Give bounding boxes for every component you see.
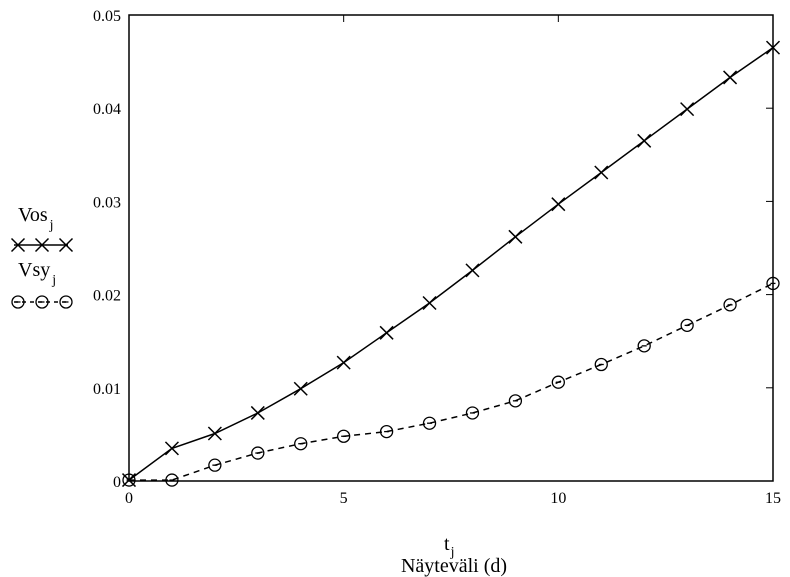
y-tick-label: 0.04 xyxy=(93,101,121,118)
legend-marker xyxy=(11,295,25,309)
data-point-vsy xyxy=(723,298,737,312)
legend-label-vos: Vos j xyxy=(18,204,54,233)
x-tick-label: 10 xyxy=(550,490,566,507)
data-point-vos xyxy=(422,295,437,311)
series-line-vsy xyxy=(129,282,774,481)
x-tick-label: 0 xyxy=(125,490,133,507)
x-tick-label: 5 xyxy=(340,490,348,507)
data-point-vsy xyxy=(337,429,351,443)
legend-sample-vsy xyxy=(11,295,73,309)
legend-sample-vos xyxy=(10,237,74,253)
data-point-vos xyxy=(379,325,394,340)
y-tick-label: 0.02 xyxy=(93,288,121,305)
y-axis-ticks: 0 0.01 0.02 0.03 0.04 0.05 xyxy=(93,8,773,491)
data-point-vos xyxy=(293,381,308,396)
data-point-vos xyxy=(508,229,523,244)
series-line-vos xyxy=(128,46,774,481)
y-tick-label: 0.01 xyxy=(93,381,121,398)
data-point-vos xyxy=(465,263,480,278)
data-point-vsy xyxy=(594,357,608,372)
legend-marker xyxy=(58,237,74,253)
data-point-vsy xyxy=(208,458,222,472)
data-point-vsy xyxy=(165,473,179,487)
y-tick-label: 0.05 xyxy=(93,8,121,25)
data-point-vos xyxy=(680,102,695,117)
data-point-vos xyxy=(765,40,781,55)
data-point-vos xyxy=(336,355,351,370)
x-tick-label: 15 xyxy=(765,490,781,507)
data-point-vos xyxy=(207,426,222,441)
data-point-vsy xyxy=(551,375,565,389)
legend-marker xyxy=(35,295,49,309)
legend-marker xyxy=(59,295,73,309)
data-point-vos xyxy=(723,70,738,85)
data-point-vos xyxy=(164,441,179,456)
x-axis-caption: Näyteväli (d) xyxy=(401,555,507,577)
y-tick-label: 0 xyxy=(113,474,121,491)
data-point-vos xyxy=(594,165,609,180)
data-point-vsy xyxy=(122,473,136,487)
data-point-vsy xyxy=(465,406,480,420)
data-point-vsy xyxy=(251,446,265,460)
legend-marker xyxy=(10,237,26,253)
legend-marker xyxy=(34,237,50,253)
y-tick-label: 0.03 xyxy=(93,194,121,211)
data-point-vsy xyxy=(294,437,308,451)
x-axis-ticks: 0 5 10 15 xyxy=(125,15,781,507)
data-point-vsy xyxy=(379,424,394,439)
data-point-vos xyxy=(551,197,566,212)
data-point-vsy xyxy=(766,276,780,291)
data-point-vos xyxy=(637,133,652,148)
legend: Vos j Vsy j xyxy=(10,204,74,309)
legend-label-vsy: Vsy j xyxy=(18,259,56,288)
x-axis-label: tj xyxy=(444,533,454,560)
data-point-vsy xyxy=(680,318,694,333)
series-layer xyxy=(121,40,781,488)
data-point-vsy xyxy=(422,416,437,430)
data-point-vsy xyxy=(508,394,523,408)
plot-frame xyxy=(128,14,774,482)
data-point-vos xyxy=(250,405,265,420)
data-point-vsy xyxy=(637,339,651,353)
